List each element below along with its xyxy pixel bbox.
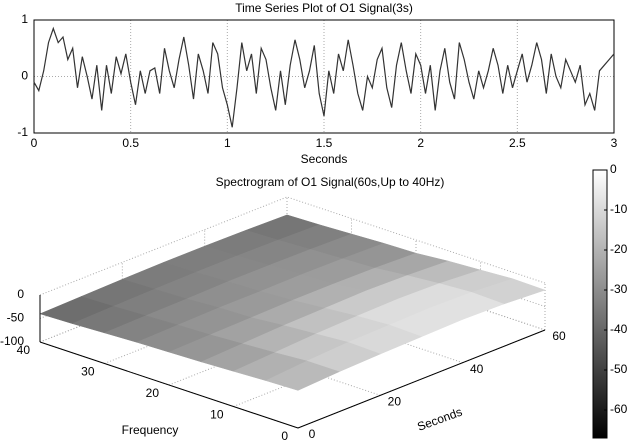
x-tick-label: 0	[31, 136, 38, 150]
x-tick-label: 20	[388, 395, 402, 409]
x-tick-label: 2.5	[509, 136, 526, 150]
colorbar-tick-label: -60	[610, 402, 628, 416]
x-tick-label: 1.5	[316, 136, 333, 150]
axis-line	[39, 341, 299, 429]
x-tick-label: 60	[552, 329, 566, 343]
x-tick-label: 0	[309, 427, 316, 441]
y-tick-label: 30	[81, 365, 95, 379]
chart-title: Time Series Plot of O1 Signal(3s)	[235, 1, 413, 15]
z-tick-label: 0	[17, 287, 24, 301]
grid-line	[286, 196, 546, 284]
x-axis-label: Seconds	[415, 405, 464, 434]
z-tick-label: -50	[7, 311, 25, 325]
x-tick-label: 3	[611, 136, 618, 150]
colorbar	[592, 169, 608, 439]
colorbar-tick-label: -40	[610, 322, 628, 336]
signal-line	[33, 26, 615, 128]
y-tick-label: -1	[17, 125, 28, 139]
y-tick-label: 1	[21, 12, 28, 26]
colorbar-tick-label: -30	[610, 282, 628, 296]
x-tick-label: 0.5	[122, 136, 139, 150]
colorbar-tick-label: -20	[610, 242, 628, 256]
y-tick-label: 0	[281, 429, 288, 441]
y-tick-label: 0	[21, 69, 28, 83]
grid-line	[39, 196, 288, 296]
chart-title: Spectrogram of O1 Signal(60s,Up to 40Hz)	[216, 175, 445, 189]
x-axis-label: Seconds	[301, 152, 348, 166]
colorbar-tick-label: -50	[610, 362, 628, 376]
x-tick-label: 2	[417, 136, 424, 150]
y-tick-label: 10	[210, 408, 224, 422]
y-tick-label: 20	[146, 386, 160, 400]
y-axis-label: Frequency	[122, 423, 179, 437]
axis-line	[297, 329, 546, 429]
colorbar-tick-label: -10	[610, 202, 628, 216]
z-tick-label: -100	[0, 334, 24, 348]
x-tick-label: 40	[470, 362, 484, 376]
surface-cell	[265, 360, 340, 391]
y-tick-label: 40	[17, 343, 31, 357]
x-tick-label: 1	[224, 136, 231, 150]
colorbar-tick-label: 0	[610, 162, 617, 176]
plot-frame	[33, 19, 615, 134]
